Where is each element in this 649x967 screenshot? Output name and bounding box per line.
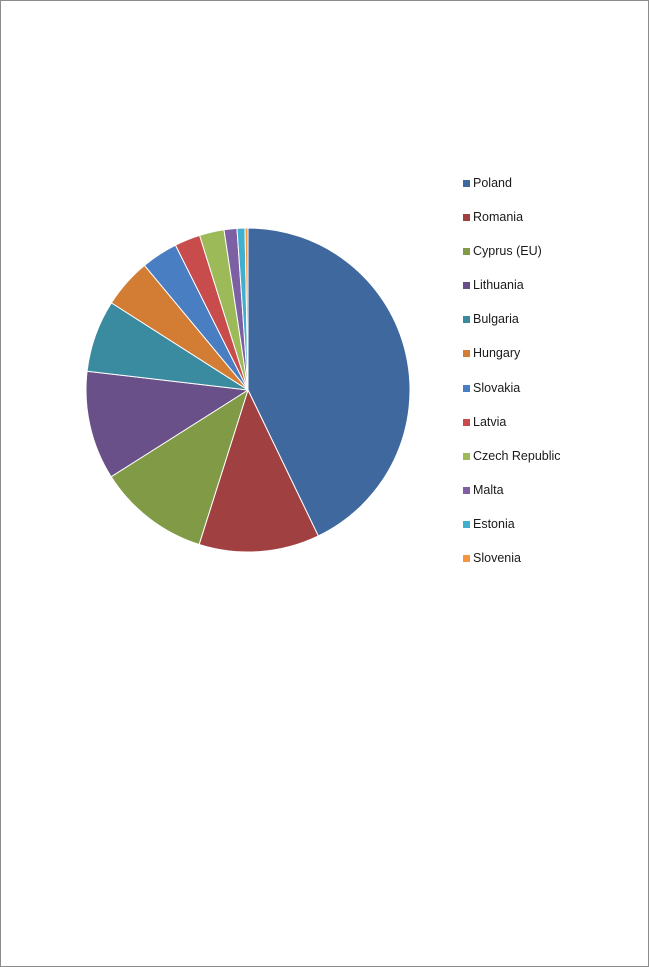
legend-label: Poland <box>473 176 512 190</box>
legend-swatch <box>463 350 470 358</box>
legend-swatch <box>463 316 470 324</box>
legend-label: Slovenia <box>473 551 521 566</box>
pie-slice-lithuania <box>85 370 249 478</box>
legend-label: Czech Republic <box>473 448 561 463</box>
legend-label: Romania <box>473 210 524 225</box>
legend-swatch <box>463 214 470 222</box>
legend-swatch <box>463 486 470 494</box>
legend-label: Slovakia <box>473 380 521 395</box>
legend-swatch <box>463 248 470 256</box>
legend-label: Estonia <box>473 516 515 531</box>
legend-swatch <box>463 282 470 290</box>
legend-label: Cyprus (EU) <box>473 244 542 259</box>
legend-swatch <box>463 452 470 460</box>
legend-swatch <box>463 520 470 528</box>
legend-label: Latvia <box>473 414 507 429</box>
pie-slice-slovenia <box>244 227 249 391</box>
legend-label: Lithuania <box>473 278 524 293</box>
legend-swatch <box>463 418 470 426</box>
legend-swatch <box>463 384 470 392</box>
pie-slice-romania <box>198 389 319 553</box>
pie-slice-poland <box>247 227 411 537</box>
legend-label: Hungary <box>473 346 521 361</box>
legend-swatch <box>463 180 470 187</box>
legend-label: Bulgaria <box>473 312 519 327</box>
pie-slice-cyprus-eu <box>110 389 249 545</box>
legend-label: Malta <box>473 482 504 497</box>
legend-swatch <box>463 555 470 563</box>
